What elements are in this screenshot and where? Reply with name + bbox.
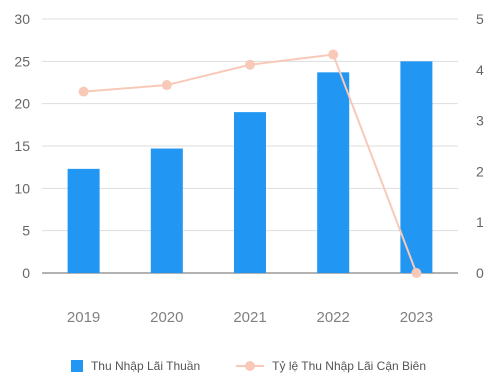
legend-label-net-interest-margin: Tỷ lệ Thu Nhập Lãi Cận Biên — [272, 359, 427, 373]
right-tick-label: 1 — [476, 214, 484, 230]
x-tick-label: 2021 — [233, 309, 266, 326]
left-tick-label: 20 — [14, 96, 30, 112]
right-tick-label: 3 — [476, 113, 484, 129]
legend-item-net-interest-income[interactable]: Thu Nhập Lãi Thuần — [70, 359, 201, 373]
legend-label-net-interest-income: Thu Nhập Lãi Thuần — [90, 359, 201, 373]
x-tick-label: 2022 — [317, 309, 350, 326]
right-tick-label: 4 — [476, 62, 484, 78]
left-tick-label: 5 — [22, 223, 30, 239]
right-axis-ticks: 0 1 2 3 4 5 — [476, 11, 484, 281]
x-tick-label: 2020 — [150, 309, 183, 326]
line-point-2021[interactable] — [245, 59, 255, 70]
right-tick-label: 0 — [476, 265, 484, 281]
bar-2020[interactable] — [150, 148, 183, 273]
left-tick-label: 15 — [14, 138, 30, 154]
combo-chart: 0 5 10 15 20 25 30 0 1 2 3 4 5 2019 2020 2021 2022 2023 — [14, 11, 484, 326]
line-point-2019[interactable] — [78, 86, 89, 97]
legend-item-net-interest-margin[interactable]: Tỷ lệ Thu Nhập Lãi Cận Biên — [236, 359, 426, 373]
left-tick-label: 25 — [14, 53, 30, 69]
bar-2022[interactable] — [317, 72, 350, 273]
left-tick-label: 0 — [22, 265, 30, 281]
bar-2019[interactable] — [67, 168, 100, 273]
legend-bar-swatch — [70, 360, 83, 372]
bar-series — [67, 61, 433, 274]
right-tick-label: 5 — [476, 11, 484, 27]
x-axis-ticks: 2019 2020 2021 2022 2023 — [67, 309, 433, 326]
left-tick-label: 10 — [14, 180, 30, 196]
line-point-2020[interactable] — [161, 80, 172, 91]
legend: Thu Nhập Lãi Thuần Tỷ lệ Thu Nhập Lãi Cậ… — [0, 356, 497, 376]
right-tick-label: 2 — [476, 163, 484, 179]
line-point-2023[interactable] — [411, 268, 422, 278]
legend-line-swatch — [236, 360, 265, 372]
left-axis-ticks: 0 5 10 15 20 25 30 — [14, 11, 30, 281]
left-tick-label: 30 — [14, 11, 30, 27]
line-series — [78, 49, 422, 278]
x-tick-label: 2023 — [400, 309, 433, 326]
line-point-2022[interactable] — [328, 49, 339, 60]
bar-2023[interactable] — [400, 61, 433, 274]
x-tick-label: 2019 — [67, 309, 100, 326]
bar-2021[interactable] — [234, 112, 266, 273]
